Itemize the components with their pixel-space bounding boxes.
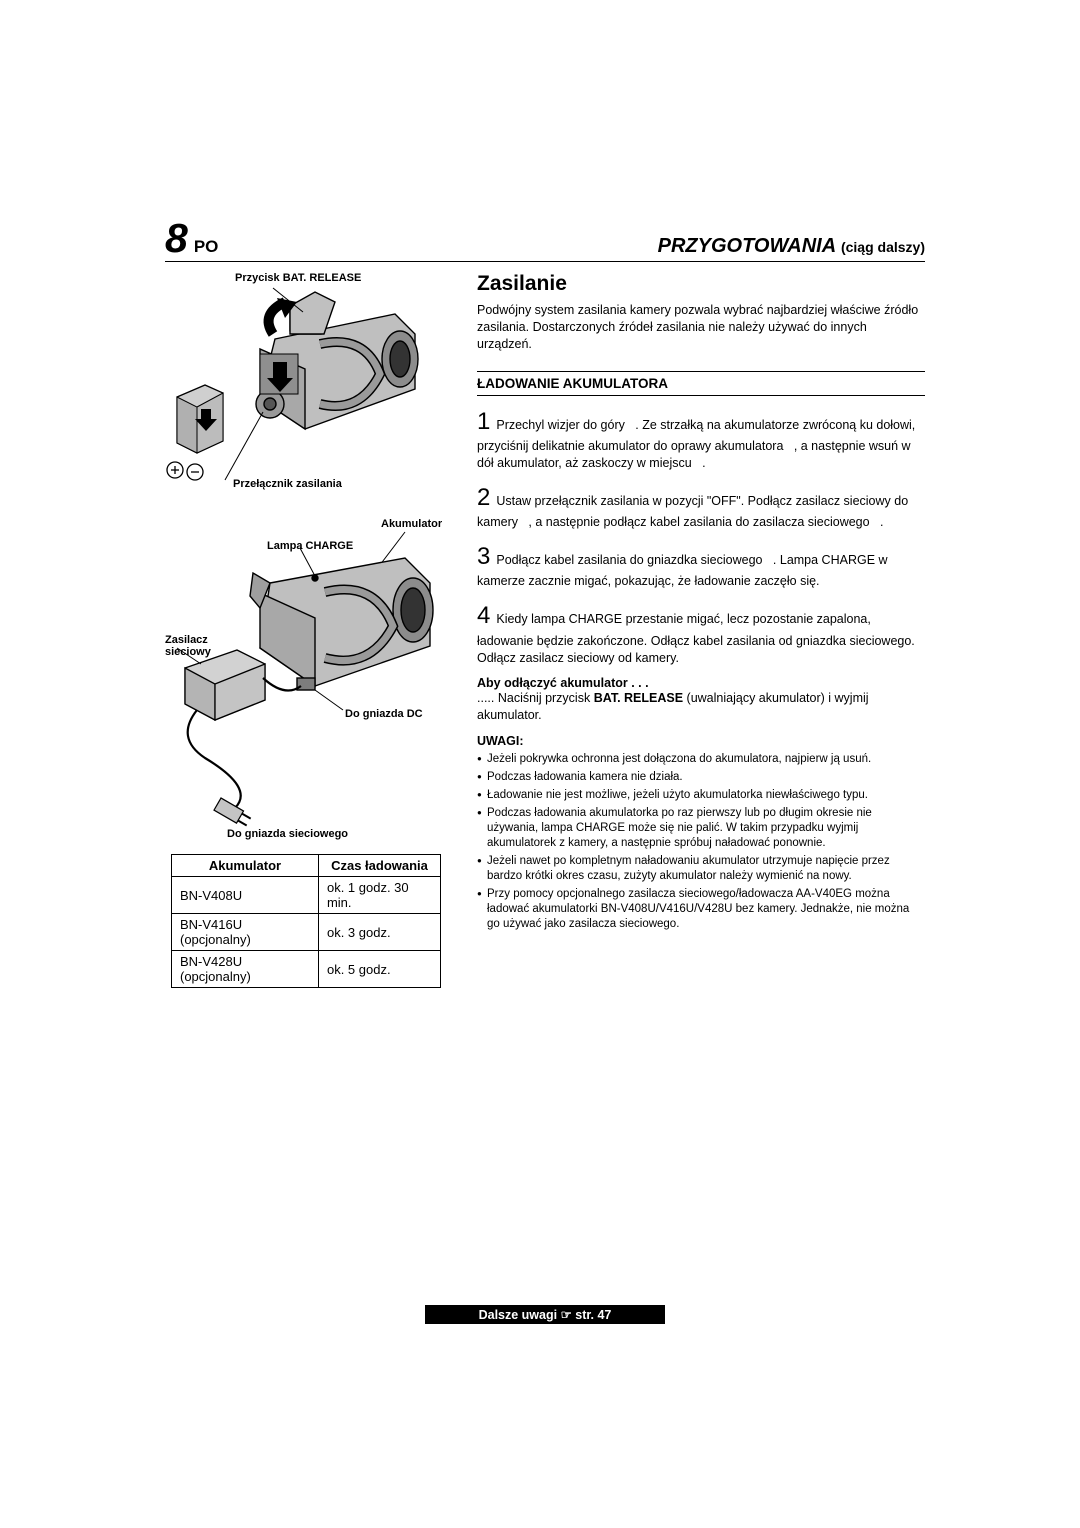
table-header: Akumulator [172,855,319,877]
label-ac-adapter-1: Zasilacz [165,634,208,647]
detach-body: ..... Naciśnij przycisk BAT. RELEASE (uw… [477,690,925,724]
label-bat-release: Przycisk BAT. RELEASE [235,272,361,285]
intro-text: Podwójny system zasilania kamery pozwala… [477,302,925,353]
manual-page: 8 PO PRZYGOTOWANIA (ciąg dalszy) Przycis… [165,218,925,988]
table-header: Czas ładowania [318,855,440,877]
step-text: Podłącz kabel zasilania do gniazdka siec… [477,553,888,588]
subheading: ŁADOWANIE AKUMULATORA [477,371,925,396]
footer-text: Dalsze uwagi ☞ str. 47 [425,1305,666,1324]
note-item: Jeżeli pokrywka ochronna jest dołączona … [477,752,925,767]
label-power-switch: Przełącznik zasilania [233,478,342,491]
page-header: 8 PO PRZYGOTOWANIA (ciąg dalszy) [165,218,925,262]
table-cell: BN-V428U (opcjonalny) [172,951,319,988]
step-3: 3Podłącz kabel zasilania do gniazdka sie… [477,541,925,590]
step-text: Przechyl wizjer do góry . Ze strzałką na… [477,418,915,470]
note-item: Podczas ładowania kamera nie działa. [477,770,925,785]
section-title: Zasilanie [477,272,925,296]
camera-bottom-illustration [165,528,455,828]
table-cell: ok. 1 godz. 30 min. [318,877,440,914]
camera-top-illustration [165,284,425,484]
title-main: PRZYGOTOWANIA [658,235,836,257]
note-item: Podczas ładowania akumulatorka po raz pi… [477,806,925,851]
table-row: BN-V416U (opcjonalny) ok. 3 godz. [172,914,441,951]
step-text: Ustaw przełącznik zasilania w pozycji "O… [477,494,908,529]
charge-time-table: Akumulator Czas ładowania BN-V408U ok. 1… [171,854,441,988]
label-to-dc: Do gniazda DC [345,708,423,721]
note-item: Jeżeli nawet po kompletnym naładowaniu a… [477,854,925,884]
table-cell: BN-V416U (opcjonalny) [172,914,319,951]
header-title: PRZYGOTOWANIA (ciąg dalszy) [658,235,925,258]
notes-list: Jeżeli pokrywka ochronna jest dołączona … [477,752,925,931]
table-cell: ok. 5 godz. [318,951,440,988]
left-column: Przycisk BAT. RELEASE [165,272,455,988]
label-to-ac: Do gniazda sieciowego [227,828,348,841]
step-1: 1Przechyl wizjer do góry . Ze strzałką n… [477,406,925,472]
diagram-area: Przycisk BAT. RELEASE [165,272,455,842]
table-cell: ok. 3 godz. [318,914,440,951]
table-cell: BN-V408U [172,877,319,914]
title-cont: (ciąg dalszy) [841,239,925,255]
right-column: Zasilanie Podwójny system zasilania kame… [477,272,925,988]
notes-title: UWAGI: [477,734,925,748]
step-2: 2Ustaw przełącznik zasilania w pozycji "… [477,482,925,531]
table-row: BN-V408U ok. 1 godz. 30 min. [172,877,441,914]
step-4: 4Kiedy lampa CHARGE przestanie migać, le… [477,600,925,666]
footer-bar: Dalsze uwagi ☞ str. 47 [165,1305,925,1324]
detach-title: Aby odłączyć akumulator . . . [477,676,925,690]
step-text: Kiedy lampa CHARGE przestanie migać, lec… [477,612,915,664]
note-item: Ładowanie nie jest możliwe, jeżeli użyto… [477,788,925,803]
page-number: 8 [165,218,188,259]
lang-code: PO [194,237,219,257]
content-columns: Przycisk BAT. RELEASE [165,272,925,988]
detach-bold: BAT. RELEASE [594,691,683,705]
label-ac-adapter-2: sieciowy [165,646,211,659]
detach-prefix: ..... Naciśnij przycisk [477,691,594,705]
note-item: Przy pomocy opcjonalnego zasilacza sieci… [477,887,925,932]
table-row: BN-V428U (opcjonalny) ok. 5 godz. [172,951,441,988]
